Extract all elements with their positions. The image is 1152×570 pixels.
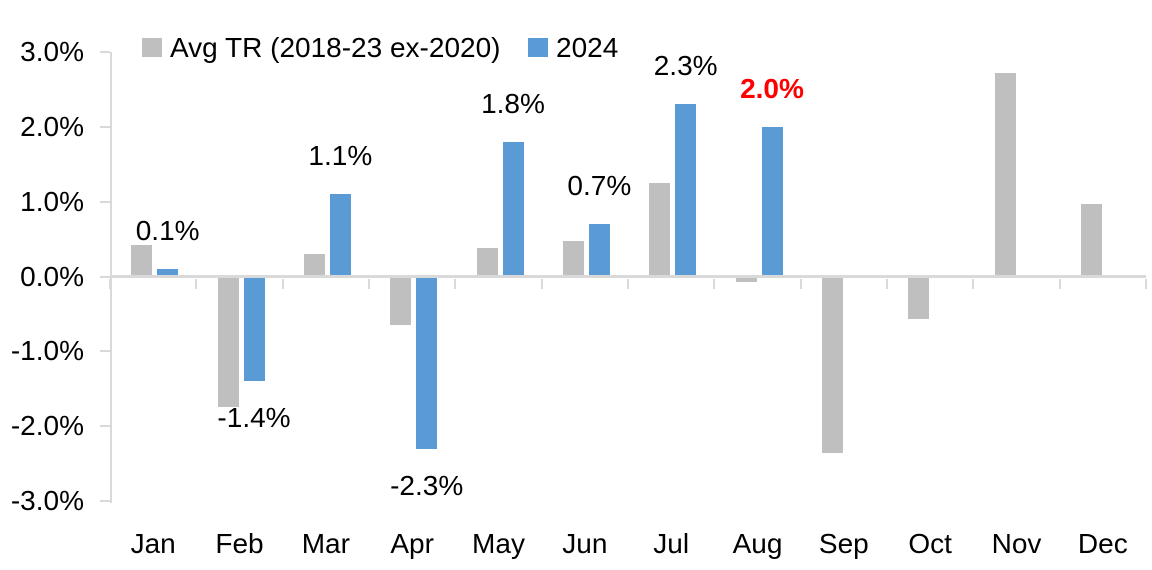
month-label-oct: Oct [908, 528, 952, 559]
x-axis-tick [886, 278, 888, 289]
x-axis-zero-line [110, 275, 1146, 278]
bar-avg-tr-jan [131, 245, 153, 277]
y-axis-tick-label: 3.0% [20, 36, 84, 67]
month-label-nov: Nov [991, 528, 1042, 559]
x-axis-tick [1058, 278, 1061, 289]
y-axis-tick-label: 1.0% [20, 185, 84, 217]
bar-2024-aug [761, 126, 783, 277]
bar-2024-jun [588, 224, 610, 277]
month-label-may: May [472, 528, 525, 559]
bar-avg-tr-apr [390, 276, 412, 326]
bar-avg-tr-dec [1080, 203, 1102, 277]
y-axis-tick-label: -2.0% [10, 410, 84, 442]
data-label-2024-jun: 0.7% [567, 170, 632, 202]
bar-2024-mar [329, 194, 351, 277]
bar-avg-tr-mar [303, 254, 325, 277]
x-axis-tick [799, 278, 802, 289]
x-axis-tick [368, 278, 370, 289]
month-label-jul: Jul [653, 528, 690, 559]
month-label-feb: Feb [215, 528, 264, 559]
bar-2024-feb [243, 276, 265, 382]
y-axis-tick [100, 200, 110, 203]
legend-swatch-avg-tr [142, 38, 162, 57]
month-label-aug: Aug [732, 528, 783, 559]
data-label-2024-apr: -2.3% [390, 469, 464, 501]
y-axis-tick-label: -3.0% [10, 485, 84, 516]
bar-avg-tr-jun [562, 241, 584, 277]
month-label-apr: Apr [390, 528, 434, 559]
y-axis-tick-label: 0.0% [20, 260, 84, 292]
y-axis-tick [100, 275, 110, 278]
y-axis-tick [100, 500, 110, 502]
data-label-2024-feb: -1.4% [217, 402, 291, 434]
month-label-mar: Mar [301, 528, 350, 559]
x-axis-tick [713, 278, 716, 289]
data-label-2024-jul: 2.3% [653, 50, 718, 82]
bar-2024-apr [416, 276, 438, 449]
x-axis-tick [195, 278, 198, 289]
y-axis-tick [100, 425, 110, 428]
data-label-2024-jan: 0.1% [135, 215, 200, 247]
bar-2024-jul [675, 104, 697, 277]
x-axis-tick [540, 278, 543, 289]
bar-avg-tr-sep [821, 276, 843, 454]
data-label-2024-aug: 2.0% [740, 72, 804, 104]
bar-avg-tr-nov [994, 72, 1016, 277]
x-axis-tick [281, 278, 284, 289]
x-axis-tick [109, 278, 111, 289]
legend-label-2024: 2024 [556, 32, 619, 63]
bar-avg-tr-aug [735, 276, 757, 282]
legend-label-avg-tr: Avg TR (2018-23 ex-2020) [170, 32, 501, 63]
x-axis-tick [627, 278, 629, 289]
bar-2024-jan [157, 269, 179, 277]
y-axis-tick [100, 350, 110, 353]
x-axis-tick [454, 278, 457, 289]
data-label-2024-mar: 1.1% [308, 140, 373, 172]
bar-avg-tr-may [476, 248, 498, 277]
y-axis-tick [100, 51, 110, 53]
y-axis-tick-label: 2.0% [20, 110, 84, 142]
bar-avg-tr-oct [908, 276, 930, 320]
month-label-dec: Dec [1077, 528, 1128, 559]
data-label-2024-may: 1.8% [481, 87, 545, 119]
y-axis-tick [100, 125, 110, 128]
bar-avg-tr-jul [649, 182, 671, 277]
bar-2024-may [502, 141, 524, 277]
month-label-jun: Jun [562, 528, 608, 559]
legend-swatch-2024 [528, 38, 548, 57]
x-axis-tick [1145, 278, 1147, 289]
month-label-jan: Jan [130, 528, 176, 559]
month-label-sep: Sep [818, 528, 869, 559]
x-axis-tick [972, 278, 975, 289]
bar-avg-tr-feb [217, 276, 239, 408]
y-axis-tick-label: -1.0% [10, 335, 84, 367]
